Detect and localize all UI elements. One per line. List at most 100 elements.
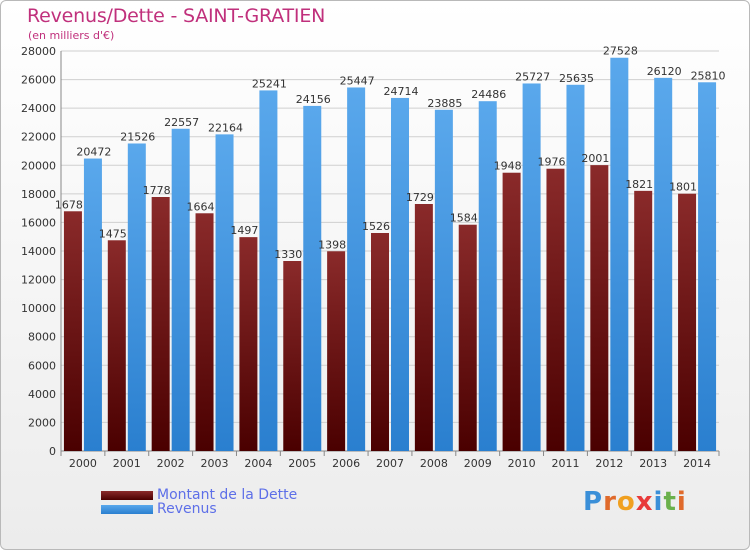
y-tick-label: 20000: [21, 159, 56, 172]
bar-revenus: [127, 143, 146, 451]
data-label-debt: 1526: [362, 220, 390, 233]
bar-debt: [283, 261, 302, 451]
legend-item-revenus: Revenus: [101, 502, 297, 516]
data-label-revenus: 25635: [559, 72, 594, 85]
x-tick-label: 2000: [69, 457, 97, 470]
y-tick-label: 4000: [28, 388, 56, 401]
data-label-debt: 1664: [187, 200, 215, 213]
bar-debt: [502, 172, 521, 451]
data-label-debt: 2001: [581, 152, 609, 165]
bar-debt: [151, 197, 170, 451]
data-label-debt: 1678: [55, 198, 83, 211]
legend-swatch-revenus: [101, 504, 153, 514]
chart-subtitle: (en milliers d'€): [28, 29, 115, 42]
bar-debt: [590, 165, 609, 451]
bar-revenus: [610, 57, 629, 451]
data-labels: 1678 20472 1475 21526 1778 22557 1664 22164 1497…: [55, 45, 726, 261]
bar-debt: [63, 211, 82, 451]
legend-swatch-debt: [101, 490, 153, 500]
data-label-revenus: 26120: [647, 65, 682, 78]
data-label-revenus: 25241: [252, 77, 287, 90]
bar-debt: [239, 237, 258, 451]
y-tick-label: 16000: [21, 216, 56, 229]
data-label-revenus: 21526: [120, 130, 155, 143]
bar-revenus: [215, 134, 234, 451]
x-tick-label: 2002: [157, 457, 185, 470]
bar-revenus: [566, 84, 585, 452]
data-label-revenus: 24714: [384, 85, 419, 98]
bar-revenus: [654, 77, 673, 451]
logo-letter: x: [635, 487, 654, 517]
proxiti-logo: Proxiti: [583, 487, 687, 517]
logo-letter: t: [663, 487, 677, 517]
bar-revenus: [259, 90, 278, 452]
x-tick-label: 2006: [332, 457, 360, 470]
bar-revenus: [522, 83, 541, 451]
bar-revenus: [347, 87, 366, 451]
bar-revenus: [171, 128, 190, 451]
data-label-debt: 1475: [99, 227, 127, 240]
bar-revenus: [83, 158, 102, 452]
legend: Montant de la Dette Revenus: [101, 488, 297, 516]
x-tick-label: 2011: [551, 457, 579, 470]
x-tick-label: 2004: [244, 457, 272, 470]
data-label-revenus: 22164: [208, 121, 243, 134]
data-label-debt: 1821: [625, 178, 653, 191]
y-tick-label: 10000: [21, 302, 56, 315]
bar-debt: [546, 168, 565, 451]
legend-label-revenus: Revenus: [157, 501, 217, 517]
x-tick-label: 2005: [288, 457, 316, 470]
x-tick-label: 2008: [420, 457, 448, 470]
data-label-revenus: 23885: [427, 97, 462, 110]
y-tick-label: 8000: [28, 331, 56, 344]
legend-item-debt: Montant de la Dette: [101, 488, 297, 502]
logo-letter: o: [616, 487, 636, 517]
data-label-revenus: 25810: [691, 69, 726, 82]
logo-letter: i: [676, 487, 687, 517]
bar-debt: [458, 224, 477, 451]
x-tick-label: 2003: [201, 457, 229, 470]
chart-title: Revenus/Dette - SAINT-GRATIEN: [27, 5, 326, 27]
bars: [63, 57, 717, 452]
y-tick-label: 6000: [28, 359, 56, 372]
data-label-debt: 1330: [274, 248, 302, 261]
bar-debt: [195, 213, 214, 451]
legend-label-debt: Montant de la Dette: [157, 487, 298, 503]
bar-debt: [107, 240, 126, 451]
y-tick-label: 14000: [21, 245, 56, 258]
x-tick-label: 2007: [376, 457, 404, 470]
x-tick-label: 2014: [683, 457, 711, 470]
data-label-revenus: 25447: [340, 74, 375, 87]
y-tick-label: 26000: [21, 74, 56, 87]
data-label-debt: 1584: [450, 212, 478, 225]
y-tick-label: 28000: [21, 45, 56, 58]
data-label-debt: 1948: [494, 160, 522, 173]
data-label-debt: 1778: [143, 184, 171, 197]
axes: 0 2000 4000 6000 8000 10000 12000 14000 16000 180…: [21, 45, 720, 470]
y-tick-label: 24000: [21, 102, 56, 115]
y-tick-label: 12000: [21, 274, 56, 287]
bar-revenus: [434, 109, 453, 452]
data-label-revenus: 27528: [603, 45, 638, 58]
grid-lines: [61, 50, 719, 452]
bar-debt: [414, 204, 433, 451]
y-tick-label: 2000: [28, 416, 56, 429]
x-tick-label: 2010: [508, 457, 536, 470]
y-tick-label: 0: [49, 445, 56, 458]
logo-letter: i: [653, 487, 664, 517]
y-tick-label: 18000: [21, 188, 56, 201]
logo-letter: r: [603, 487, 617, 517]
bar-revenus: [478, 101, 497, 451]
bar-revenus: [391, 97, 409, 451]
bar-revenus: [303, 105, 322, 452]
bar-debt: [371, 233, 389, 451]
data-label-revenus: 24156: [296, 93, 331, 106]
x-tick-label: 2001: [113, 457, 141, 470]
data-label-revenus: 20472: [76, 146, 111, 159]
data-label-debt: 1729: [406, 191, 434, 204]
data-label-revenus: 22557: [164, 116, 199, 129]
bar-debt: [678, 193, 697, 451]
bar-debt: [327, 251, 346, 451]
